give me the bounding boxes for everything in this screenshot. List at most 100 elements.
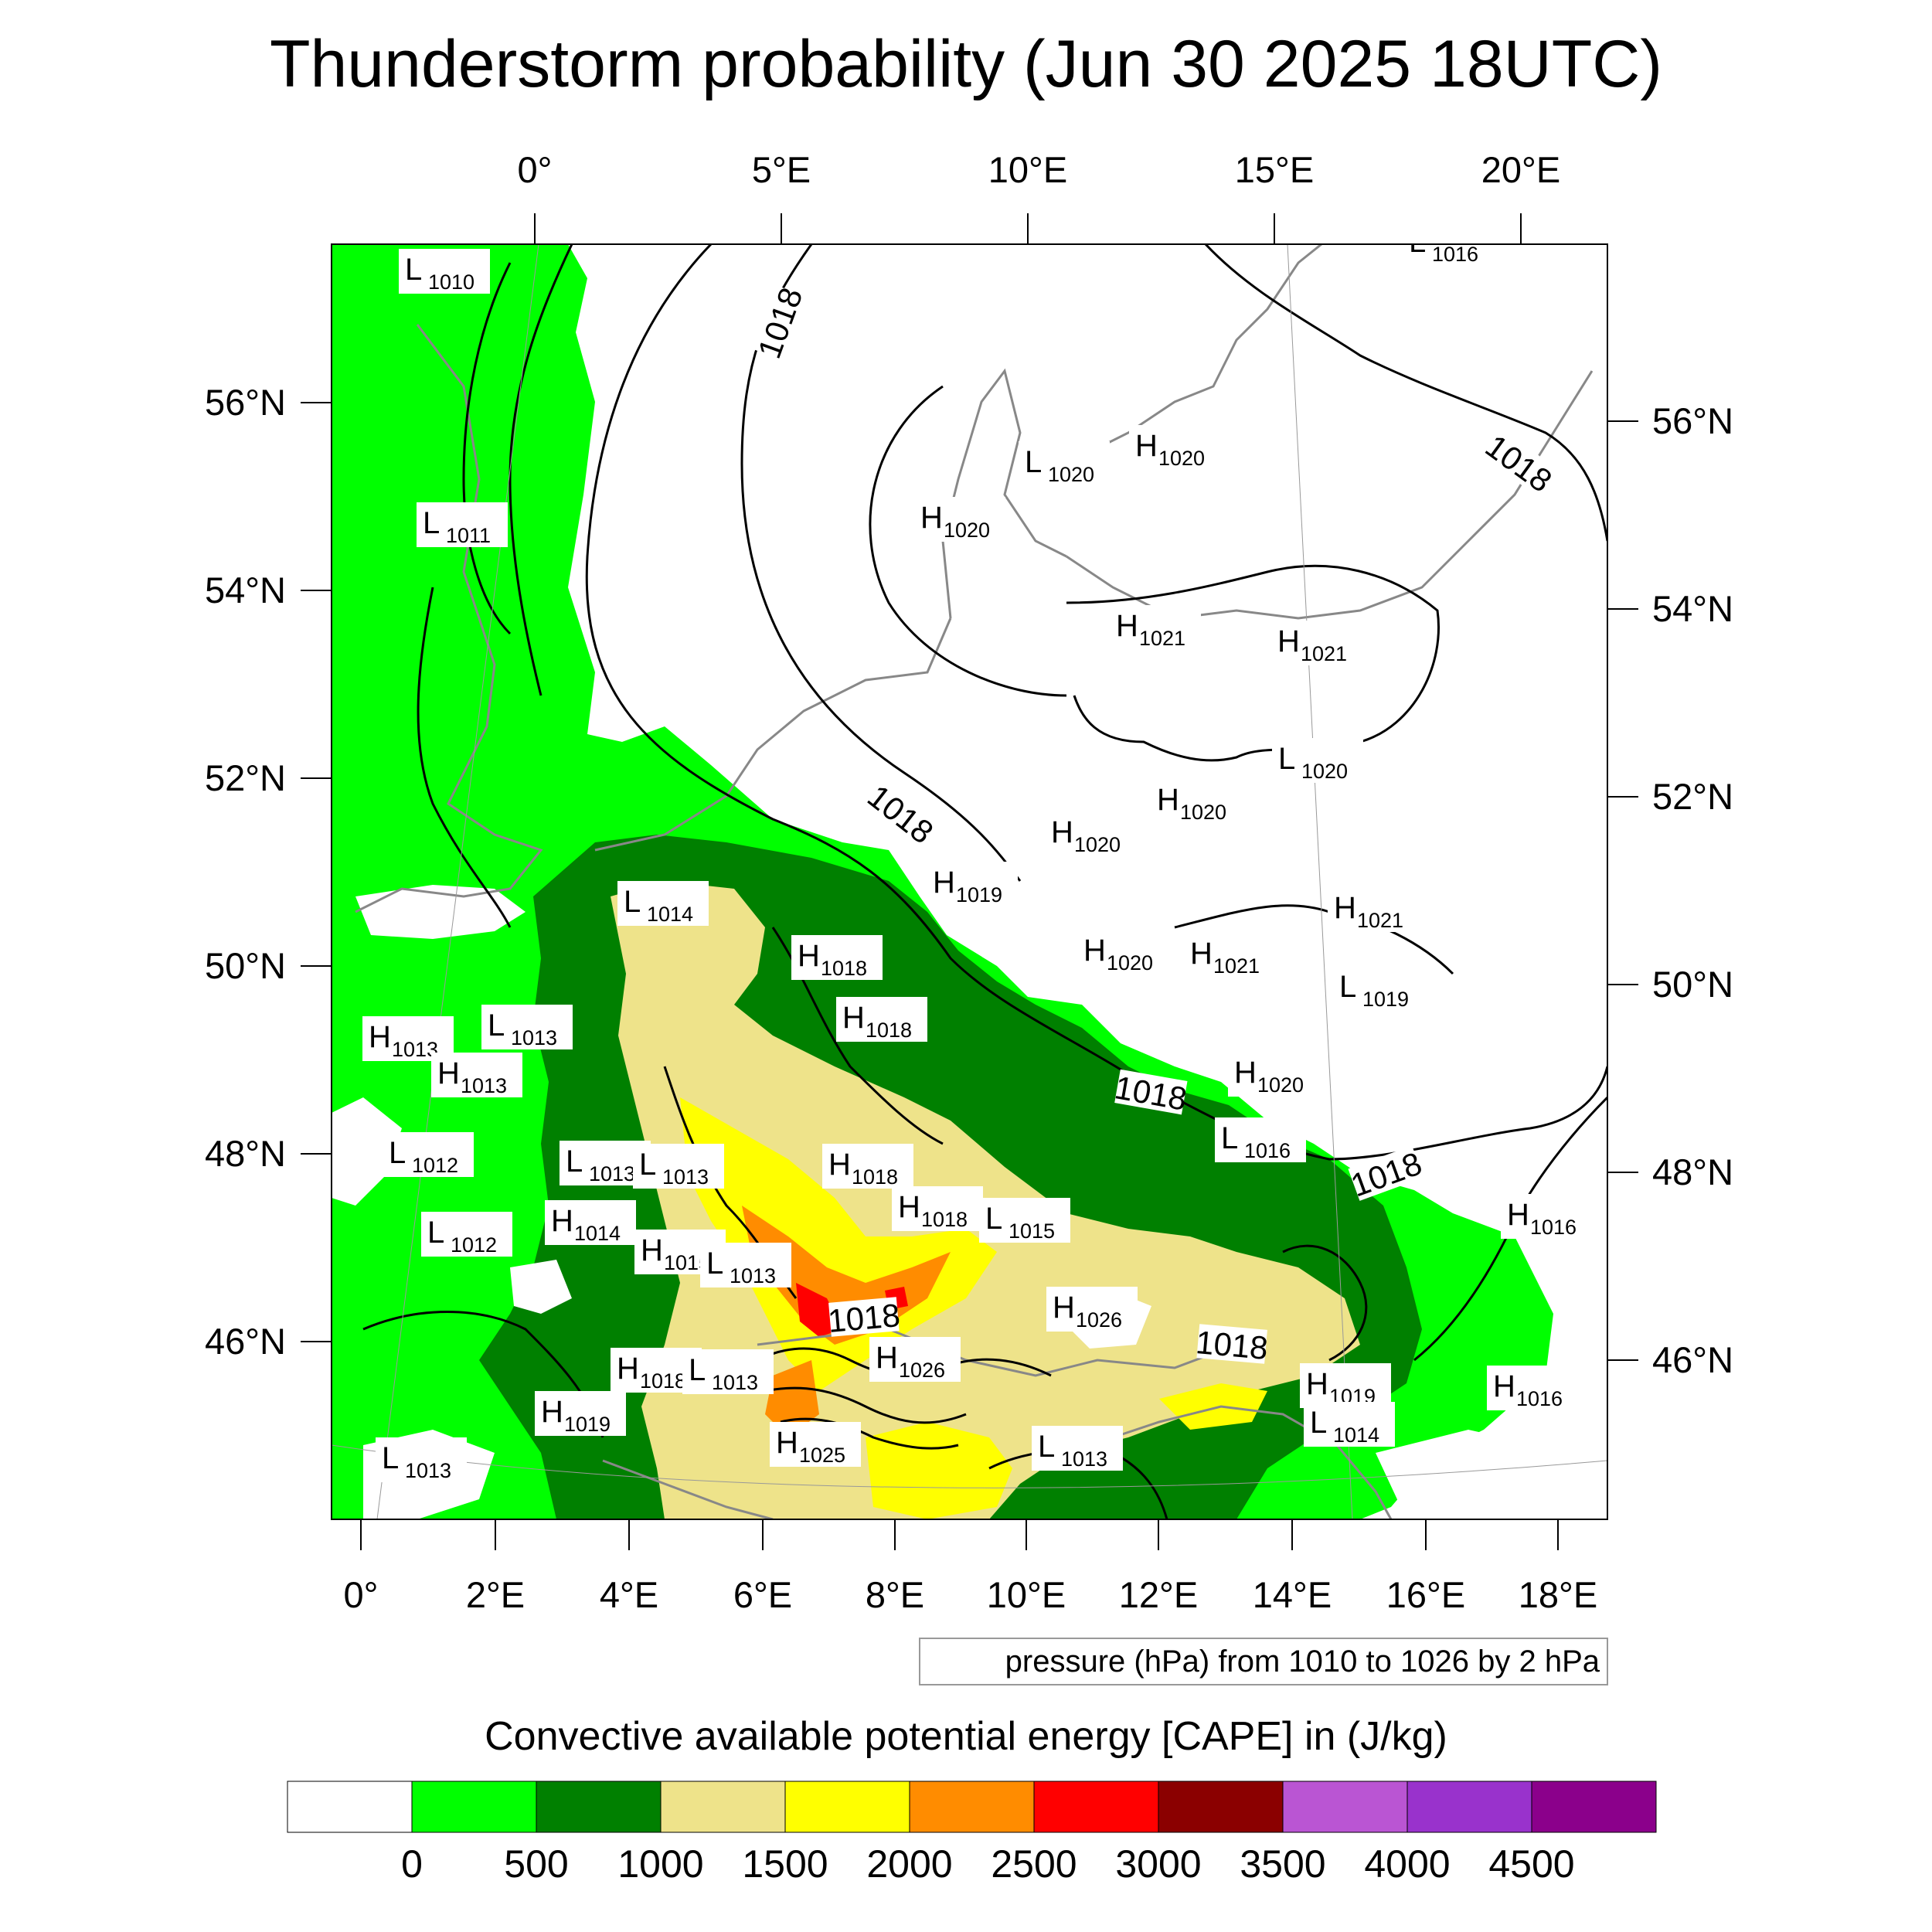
pressure-label-box	[1184, 933, 1275, 978]
pressure-label-box	[770, 1422, 861, 1467]
pressure-center-letter: L	[1221, 1121, 1238, 1155]
low-pressure-label: L 1013	[633, 1144, 724, 1189]
coast-benelux	[594, 617, 952, 852]
high-pressure-label: H 1018	[791, 935, 883, 980]
colorbar-tick-label: 3500	[1240, 1842, 1325, 1886]
pressure-center-value: 1016	[1244, 1139, 1291, 1162]
pressure-center-value: 1014	[574, 1222, 621, 1245]
low-pressure-label: L 1013	[376, 1437, 467, 1482]
pressure-label-box	[1272, 738, 1363, 783]
colorbar-tick-label: 1000	[617, 1842, 703, 1886]
isobar-label-text: 1018	[826, 1297, 901, 1339]
colorbar-box	[784, 1781, 910, 1833]
pressure-label-box	[927, 862, 1018, 906]
low-pressure-label: L 1013	[700, 1243, 791, 1287]
bottom-lon-label: 0°	[344, 1574, 379, 1615]
pressure-center-letter: L	[488, 1009, 505, 1043]
contour-info-frame	[919, 1638, 1608, 1685]
pressure-label-box	[1403, 244, 1494, 266]
isobar-1020-north	[869, 385, 1067, 697]
isobar-alps-2	[764, 1386, 967, 1424]
high-pressure-label: H 1016	[1501, 1194, 1592, 1239]
colorbar-tick-label: 3000	[1115, 1842, 1201, 1886]
pressure-center-letter: L	[566, 1145, 583, 1179]
low-pressure-label: L 1016	[1403, 244, 1494, 266]
pressure-label-box	[1019, 441, 1110, 486]
pressure-center-letter: L	[1025, 445, 1042, 479]
bottom-lon-label: 16°E	[1386, 1574, 1465, 1615]
pressure-label-box	[892, 1186, 983, 1231]
pressure-center-value: 1013	[1061, 1447, 1107, 1471]
pressure-center-value: 1020	[1257, 1073, 1304, 1097]
isobar-label-text: 1018	[1194, 1324, 1269, 1366]
high-pressure-label: H 1021	[1271, 621, 1362, 665]
cape-band-1500-2000-east	[1159, 1383, 1267, 1430]
pressure-center-value: 1020	[1074, 833, 1121, 856]
pressure-center-letter: L	[1339, 970, 1356, 1004]
colorbar: Convective available potential energy [C…	[287, 1714, 1657, 1886]
pressure-center-value: 1020	[1180, 801, 1226, 824]
pressure-center-letter: H	[1083, 934, 1106, 968]
meridian-0-top	[376, 244, 539, 1519]
bottom-lon-label: 4°E	[600, 1574, 658, 1615]
colorbar-box	[536, 1781, 662, 1833]
colorbar-box	[660, 1781, 786, 1833]
pressure-center-letter: H	[1507, 1198, 1529, 1232]
pressure-label-box	[1300, 1363, 1391, 1408]
high-pressure-label: H 1019	[535, 1391, 626, 1436]
pressure-center-letter: L	[639, 1148, 656, 1182]
colorbar-title: Convective available potential energy [C…	[485, 1714, 1447, 1759]
low-pressure-label: L 1020	[1019, 441, 1110, 486]
colorbar-tick-labels: 0 500 1000 1500 2000 2500 3000 3500 4000 4500	[401, 1842, 1575, 1886]
right-lat-label: 46°N	[1652, 1339, 1733, 1380]
bottom-lon-label: 6°E	[733, 1574, 792, 1615]
isobar-label-7: 1018	[1194, 1324, 1269, 1366]
pressure-label-box	[700, 1243, 791, 1287]
pressure-center-value: 1021	[1139, 627, 1185, 650]
right-lat-label: 48°N	[1652, 1151, 1733, 1192]
pressure-label-box	[836, 997, 927, 1042]
isobar-1012-nw	[462, 262, 512, 635]
pressure-center-letter: L	[1310, 1406, 1327, 1440]
pressure-center-value: 1019	[1362, 988, 1409, 1011]
left-lat-label: 52°N	[205, 757, 286, 798]
high-pressure-label: H 1020	[1129, 425, 1220, 470]
cape-band-2000-2500	[742, 1206, 951, 1345]
left-lat-label: 46°N	[205, 1321, 286, 1362]
low-pressure-label: L 1013	[682, 1349, 774, 1394]
pressure-center-value: 1019	[564, 1413, 611, 1436]
pressure-label-box	[1129, 425, 1220, 470]
colorbar-box	[1406, 1781, 1532, 1833]
isobar-hungary	[1282, 1244, 1368, 1362]
pressure-center-letter: H	[842, 1001, 865, 1035]
pressure-center-value: 1016	[1530, 1216, 1577, 1239]
pressure-center-letter: H	[898, 1190, 920, 1224]
colorbar-tick-label: 2500	[991, 1842, 1077, 1886]
pressure-label-box	[617, 881, 709, 926]
bottom-lon-label: 2°E	[466, 1574, 525, 1615]
cape-band-1500-2000	[680, 1097, 997, 1391]
pressure-label-box	[1271, 621, 1362, 665]
pressure-label-box	[1151, 779, 1242, 824]
pressure-label-box	[545, 1200, 636, 1245]
pressure-label-box	[633, 1144, 724, 1189]
pressure-label-box	[417, 502, 508, 547]
right-lat-label: 52°N	[1652, 776, 1733, 817]
colorbar-boxes	[287, 1781, 1657, 1833]
high-pressure-label: H 1020	[1228, 1052, 1319, 1097]
pressure-label-box	[376, 1437, 467, 1482]
top-lon-label: 5°E	[752, 149, 811, 190]
pressure-label-box	[979, 1198, 1070, 1243]
low-pressure-label: L 1013	[1032, 1426, 1123, 1471]
high-pressure-label: H 1026	[1046, 1287, 1138, 1332]
pressure-label-box	[383, 1132, 474, 1177]
pressure-label-box	[1110, 605, 1201, 650]
top-lon-label: 20°E	[1481, 149, 1560, 190]
low-pressure-label: L 1014	[1304, 1402, 1395, 1447]
plot-area: 1018 1018 1018 1018 1018 1018 1018 L 1010…	[332, 244, 1607, 1519]
isobar-label-box	[1481, 428, 1557, 497]
high-pressure-label: H 1026	[869, 1337, 961, 1382]
colorbar-box	[1158, 1781, 1284, 1833]
pressure-center-value: 1011	[446, 524, 491, 547]
